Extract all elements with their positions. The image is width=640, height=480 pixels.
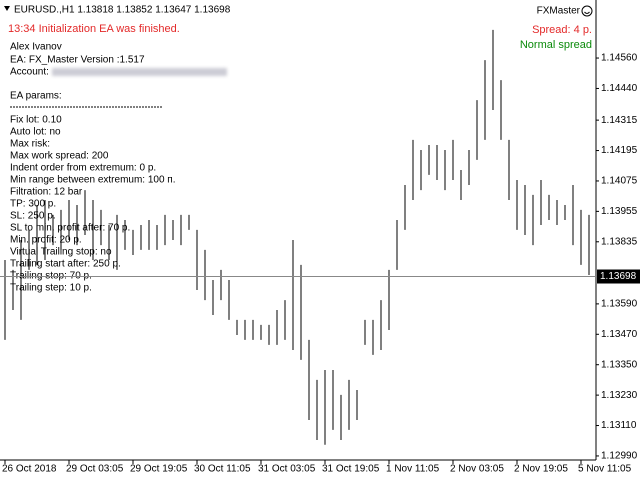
info-line: Trailing start after: 250 p. [10,259,121,270]
y-tick-label: 1.12990 [601,451,638,462]
y-tick-label: 1.13350 [601,359,638,370]
current-price-label: 1.13698 [600,271,637,282]
x-tick-label: 5 Nov 11:05 [578,464,632,475]
info-line: Trailing step: 10 p. [10,283,92,294]
y-tick-label: 1.14560 [601,53,638,64]
account: Account: [10,67,49,78]
x-tick-label: 31 Oct 19:05 [322,464,380,475]
x-tick-label: 2 Nov 03:05 [450,464,504,475]
x-tick-label: 31 Oct 03:05 [258,464,316,475]
x-tick-label: 29 Oct 19:05 [130,464,188,475]
chart-icon [4,6,10,11]
bars [4,29,590,445]
info-line: SL: 250 p. [10,211,56,222]
info-line: Indent order from extremum: 0 p. [10,163,156,174]
spread: Spread: 4 p. [532,24,592,36]
y-tick-label: 1.13835 [601,236,638,247]
info-line: SL to min. profit after: 70 p. [10,223,130,234]
y-tick-label: 1.13955 [601,206,638,217]
x-tick-label: 1 Nov 11:05 [386,464,440,475]
y-tick-label: 1.14440 [601,83,638,94]
spread-state: Normal spread [520,39,592,51]
y-tick-label: 1.14195 [601,145,638,156]
y-tick-label: 1.13590 [601,299,638,310]
y-tick-label: 1.13110 [601,420,637,431]
x-tick-label: 2 Nov 19:05 [514,464,568,475]
y-tick-label: 1.13470 [601,329,638,340]
info-line: Min. profit: 20 p. [10,235,82,246]
chart-title: EURUSD.,H1 1.13818 1.13852 1.13647 1.136… [14,5,231,16]
info-line: Auto lot: no [10,127,61,138]
info-line: Max risk: [10,139,50,150]
brand-icon-smile [584,11,590,14]
y-tick-label: 1.14315 [601,115,638,126]
info-line: Virtual Trailing stop: no [10,247,112,258]
y-tick-label: 1.13230 [601,390,638,401]
brand-icon [581,5,593,17]
author: Alex Ivanov [10,42,62,53]
x-tick-label: 29 Oct 03:05 [66,464,124,475]
info-line: Fix lot: 0.10 [10,115,62,126]
info-line: Filtration: 12 bar [10,187,83,198]
x-tick-label: 26 Oct 2018 [2,464,57,475]
info-line: TP: 300 p. [10,199,56,210]
current-price-box [597,269,640,284]
info-line: Min range between extremum: 100 п. [10,175,176,186]
y-tick-label: 1.14075 [601,176,638,187]
ea-version: EA: FX_Master Version :1.517 [10,55,145,66]
status-message: 13:34 Initialization EA was finished. [8,23,180,35]
account-blurred [52,68,227,76]
brand: FXMaster [537,6,581,17]
x-tick-label: 30 Oct 11:05 [194,464,251,475]
params-title: EA params: [10,91,62,102]
info-line: Max work spread: 200 [10,151,109,162]
